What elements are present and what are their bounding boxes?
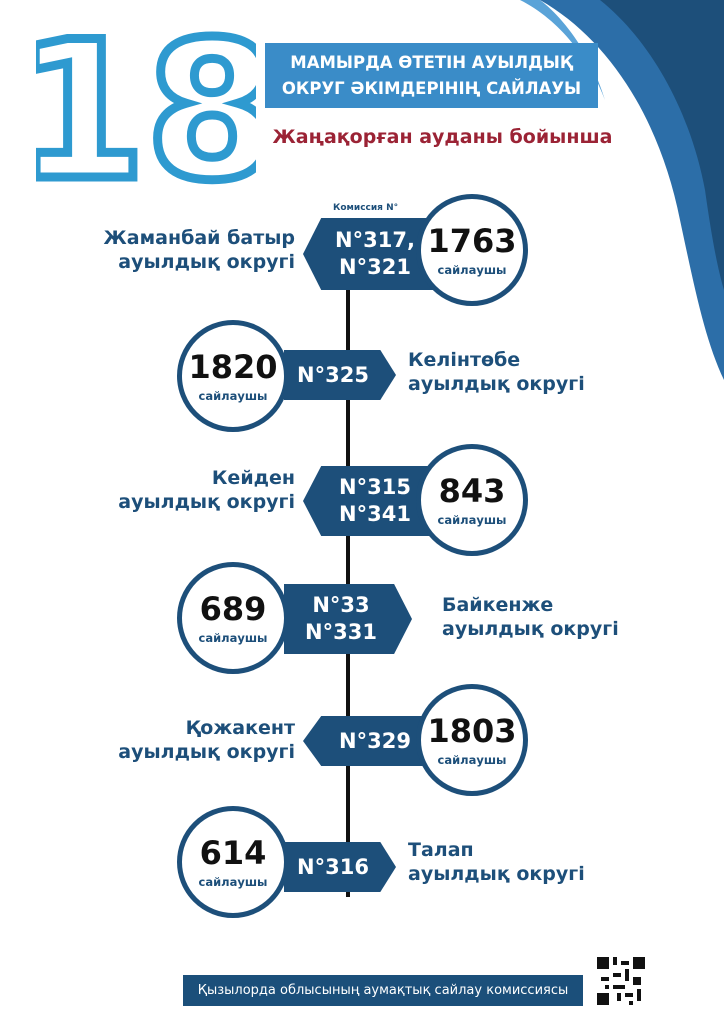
- voters-circle: 843 сайлаушы: [416, 444, 528, 556]
- commission-tag: N°317, N°321: [303, 218, 433, 290]
- qr-code-icon[interactable]: [597, 957, 645, 1005]
- voters-count: 1820: [188, 348, 278, 386]
- district-type: ауылдық округі: [408, 863, 585, 885]
- commission-number: N°321: [339, 255, 411, 279]
- commission-tag: N°316: [284, 842, 396, 892]
- district-type: ауылдық округі: [118, 491, 295, 513]
- svg-text:18: 18: [36, 22, 256, 192]
- title-banner: МАМЫРДА ӨТЕТІН АУЫЛДЫҚ ОКРУГ ӘКІМДЕРІНІҢ…: [265, 43, 598, 108]
- commission-number: N°317,: [335, 228, 415, 252]
- subtitle: Жаңақорған ауданы бойынша: [272, 126, 613, 148]
- commission-tag: N°325: [284, 350, 396, 400]
- voters-unit: сайлаушы: [198, 389, 268, 403]
- voters-count: 1803: [427, 712, 517, 750]
- voters-circle: 1820 сайлаушы: [177, 320, 289, 432]
- commission-tag: N°315 N°341: [303, 466, 433, 536]
- voters-circle: 689 сайлаушы: [177, 562, 289, 674]
- title-line-2: ОКРУГ ӘКІМДЕРІНІҢ САЙЛАУЫ: [281, 78, 582, 98]
- district-type: ауылдық округі: [408, 373, 585, 395]
- district-label: Қожакент ауылдық округі: [40, 716, 295, 764]
- commission-number: N°331: [305, 620, 377, 644]
- district-name: Қожакент: [185, 717, 295, 739]
- title-line-1: МАМЫРДА ӨТЕТІН АУЫЛДЫҚ: [290, 52, 573, 72]
- commission-number: N°316: [297, 854, 369, 879]
- big-number-18: 18: [36, 22, 256, 192]
- voters-count: 843: [438, 472, 506, 510]
- district-label: Жаманбай батыр ауылдық округі: [40, 226, 295, 274]
- commission-number: N°315: [339, 475, 411, 499]
- commission-number: N°33: [312, 593, 370, 617]
- district-label: Кейден ауылдық округі: [40, 466, 295, 514]
- commission-caption: Комиссия N°: [333, 203, 399, 213]
- commission-number: N°341: [339, 502, 411, 526]
- district-label: Келінтөбе ауылдық округі: [408, 348, 658, 396]
- voters-count: 614: [199, 834, 267, 872]
- voters-unit: сайлаушы: [198, 875, 268, 889]
- district-type: ауылдық округі: [118, 741, 295, 763]
- voters-circle: 1763 сайлаушы: [416, 194, 528, 306]
- district-name: Байкенже: [442, 594, 554, 616]
- district-name: Кейден: [211, 467, 295, 489]
- district-type: ауылдық округі: [442, 618, 619, 640]
- district-type: ауылдық округі: [118, 251, 295, 273]
- voters-circle: 614 сайлаушы: [177, 806, 289, 918]
- commission-number: N°325: [297, 362, 369, 387]
- district-label: Талап ауылдық округі: [408, 838, 658, 886]
- voters-unit: сайлаушы: [437, 263, 507, 277]
- district-name: Жаманбай батыр: [103, 227, 295, 249]
- district-name: Талап: [408, 839, 474, 861]
- voters-count: 689: [199, 590, 267, 628]
- voters-unit: сайлаушы: [437, 753, 507, 767]
- commission-tag: N°329: [303, 716, 433, 766]
- commission-number: N°329: [339, 728, 411, 753]
- footer-banner: Қызылорда облысының аумақтық сайлау коми…: [183, 975, 583, 1006]
- voters-circle: 1803 сайлаушы: [416, 684, 528, 796]
- voters-count: 1763: [427, 222, 517, 260]
- voters-unit: сайлаушы: [437, 513, 507, 527]
- commission-tag: N°33 N°331: [284, 584, 412, 654]
- district-name: Келінтөбе: [408, 349, 521, 371]
- voters-unit: сайлаушы: [198, 631, 268, 645]
- district-label: Байкенже ауылдық округі: [442, 593, 692, 641]
